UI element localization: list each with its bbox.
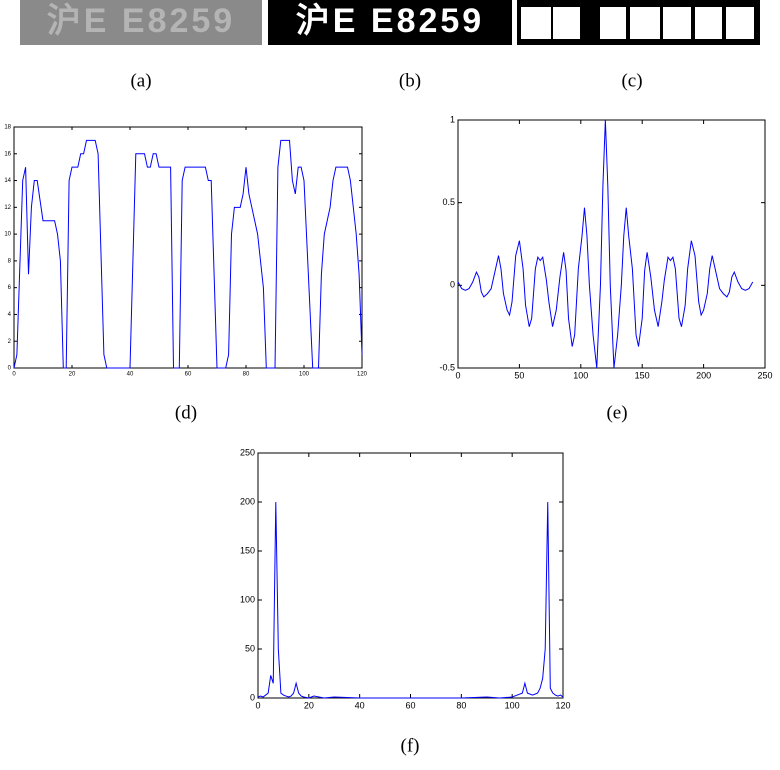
- x-tick-label: 0: [255, 700, 260, 710]
- x-tick-label: 0: [455, 370, 460, 380]
- x-tick-label: 100: [573, 370, 588, 380]
- plot-frame: [457, 119, 766, 369]
- caption: (f): [401, 735, 420, 756]
- data-line: [13, 139, 363, 369]
- x-tick-label: 40: [355, 700, 365, 710]
- plate-image-gray: [20, 0, 262, 45]
- y-tick-label: 1: [450, 114, 455, 124]
- data-line: [457, 119, 754, 369]
- y-tick-label: 6: [8, 285, 12, 291]
- x-tick-label: 200: [696, 370, 711, 380]
- caption: (e): [606, 402, 627, 423]
- caption: (d): [175, 402, 197, 423]
- y-tick-label: 50: [245, 643, 255, 653]
- y-tick-label: 16: [4, 151, 11, 157]
- x-tick-label: 60: [405, 700, 415, 710]
- caption: (a): [130, 70, 151, 91]
- plot-frame: [257, 452, 564, 699]
- x-tick-label: 80: [243, 372, 250, 378]
- x-tick-label: 120: [357, 372, 368, 378]
- plate-image-binary: [268, 0, 512, 45]
- y-tick-label: 4: [8, 312, 12, 318]
- x-tick-label: 20: [69, 372, 76, 378]
- y-tick-label: 0: [250, 692, 255, 702]
- caption: (c): [621, 70, 642, 91]
- x-tick-label: 120: [555, 700, 570, 710]
- y-tick-label: 12: [4, 205, 11, 211]
- y-tick-label: 18: [4, 125, 11, 131]
- y-tick-label: 0: [450, 280, 455, 290]
- x-tick-label: 150: [635, 370, 650, 380]
- x-tick-label: 40: [127, 372, 134, 378]
- plate-image-blobs: [517, 0, 760, 45]
- plot-frame: [13, 126, 363, 369]
- x-tick-label: 100: [299, 372, 310, 378]
- y-tick-label: -0.5: [439, 362, 455, 372]
- caption: (b): [399, 70, 421, 91]
- data-line: [257, 501, 564, 699]
- y-tick-label: 100: [240, 594, 255, 604]
- y-tick-label: 250: [240, 447, 255, 457]
- x-tick-label: 50: [514, 370, 524, 380]
- y-tick-label: 10: [4, 232, 11, 238]
- y-tick-label: 150: [240, 545, 255, 555]
- y-tick-label: 0: [8, 366, 12, 372]
- x-tick-label: 0: [12, 372, 16, 378]
- y-tick-label: 8: [8, 258, 12, 264]
- x-tick-label: 20: [304, 700, 314, 710]
- x-tick-label: 250: [757, 370, 772, 380]
- plate-text: 沪E E8259: [296, 2, 484, 40]
- y-tick-label: 0.5: [442, 197, 455, 207]
- x-tick-label: 80: [456, 700, 466, 710]
- y-tick-label: 2: [8, 339, 12, 345]
- x-tick-label: 100: [505, 700, 520, 710]
- y-tick-label: 200: [240, 496, 255, 506]
- x-tick-label: 60: [185, 372, 192, 378]
- plate-text: 沪E E8259: [47, 2, 235, 40]
- y-tick-label: 14: [4, 178, 11, 184]
